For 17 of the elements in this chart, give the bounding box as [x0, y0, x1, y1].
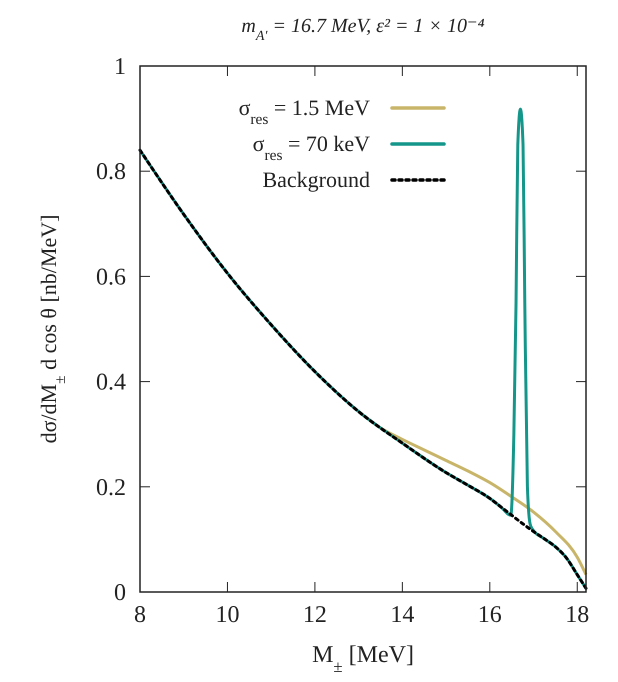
x-tick-label: 16	[478, 602, 502, 628]
x-tick-label: 14	[390, 602, 414, 628]
y-tick-label: 0	[114, 580, 126, 606]
x-axis-title: M$_{±}$ [MeV]	[312, 642, 414, 676]
y-tick-label: 0.2	[96, 474, 126, 501]
legend-label: σ$_{res}$ = 1.5 MeV	[238, 95, 370, 128]
x-tick-label: 18	[565, 602, 590, 628]
y-tick-label: 0.4	[96, 370, 126, 396]
legend-label: σ$_{res}$ = 70 keV	[252, 131, 370, 164]
y-tick-label: 1	[114, 54, 126, 80]
legend-label: Background	[262, 167, 370, 192]
x-tick-label: 12	[302, 602, 327, 628]
chart-title: m$_{A′}$ = 16.7 MeV, ε² = 1 × 10⁻⁴	[241, 15, 485, 44]
y-tick-label: 0.6	[96, 264, 126, 290]
x-tick-label: 8	[134, 602, 146, 628]
y-tick-label: 0.8	[96, 159, 126, 186]
x-tick-label: 10	[215, 602, 240, 628]
